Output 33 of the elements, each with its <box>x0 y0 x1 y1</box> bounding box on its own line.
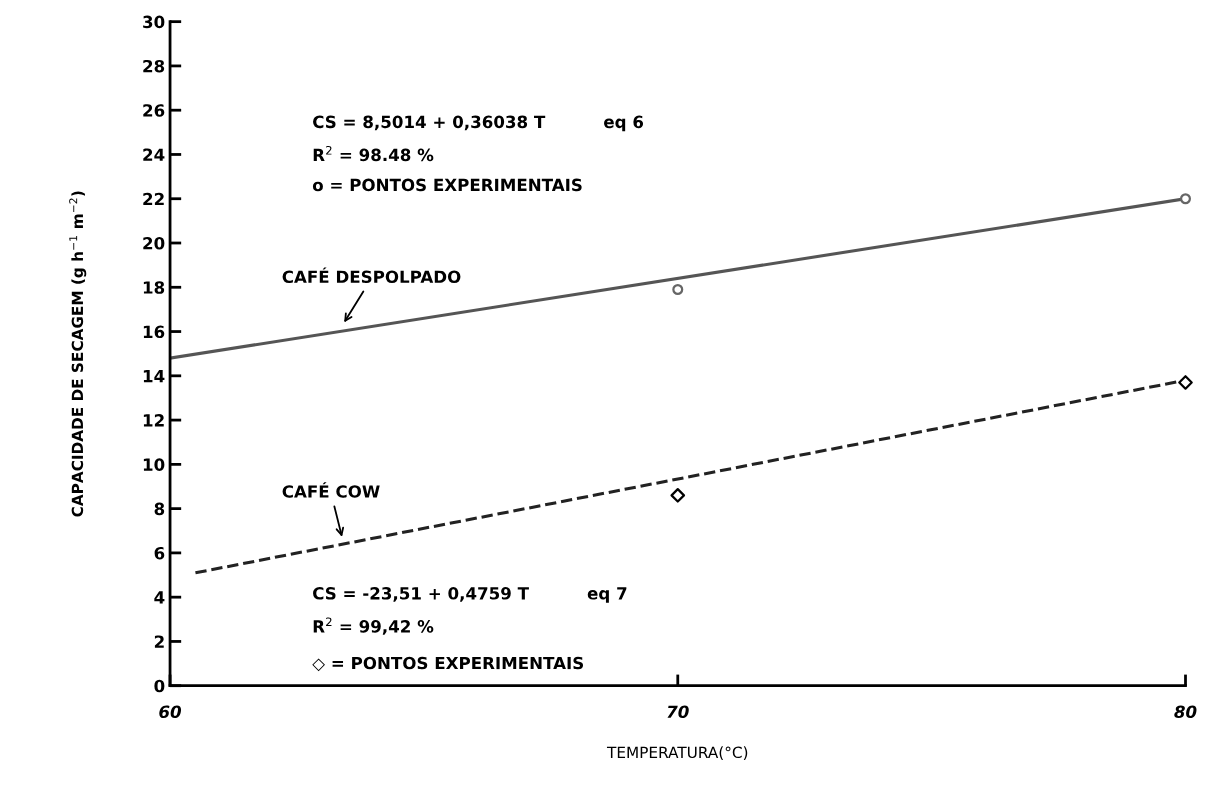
y-tick-label: 30 <box>143 15 165 29</box>
point <box>672 283 684 295</box>
y-tick-label: 2 <box>154 635 164 648</box>
annotation: R$^{2}$ = 98.48 % <box>313 145 434 162</box>
y-tick-label: 20 <box>143 236 165 250</box>
point <box>670 488 686 503</box>
y-tick-label: 18 <box>143 281 165 294</box>
annotation: CAFÉ DESPOLPADO <box>282 267 461 284</box>
x-tick-label: 60 <box>159 705 182 719</box>
point <box>1180 193 1191 205</box>
y-tick-label: 6 <box>154 546 165 560</box>
y-tick-label: 10 <box>143 458 165 471</box>
y-tick-label: 14 <box>143 370 165 383</box>
y-axis-title: CAPACIDADE DE SECAGEM (g h$^{−1}$ m$^{−2}$) <box>69 191 87 517</box>
x-tick-label: 80 <box>1174 705 1197 719</box>
y-tick-label: 26 <box>143 104 165 117</box>
annotation: ◇ = PONTOS EXPERIMENTAIS <box>312 656 584 672</box>
y-tick-label: 4 <box>154 591 165 604</box>
y-tick-label: 12 <box>143 414 164 427</box>
x-axis-title: TEMPERATURA(°C) <box>606 746 748 760</box>
y-tick-label: 24 <box>143 148 165 161</box>
y-tick-label: 8 <box>154 502 165 516</box>
point <box>1178 375 1193 390</box>
annotation: CAFÉ COW <box>282 482 380 498</box>
annotation: CS = -23,51 + 0,4759 T eq 7 <box>313 587 627 603</box>
y-tick-label: 16 <box>143 325 165 339</box>
y-tick-label: 0 <box>154 679 165 693</box>
y-tick-label: 28 <box>143 59 165 73</box>
annotation: o = PONTOS EXPERIMENTAIS <box>312 178 582 192</box>
annotation: R$^{2}$ = 99,42 % <box>313 617 434 635</box>
annotation: CS = 8,5014 + 0,36038 T eq 6 <box>313 115 644 132</box>
x-tick-label: 70 <box>667 705 689 719</box>
y-tick-label: 22 <box>143 192 164 206</box>
